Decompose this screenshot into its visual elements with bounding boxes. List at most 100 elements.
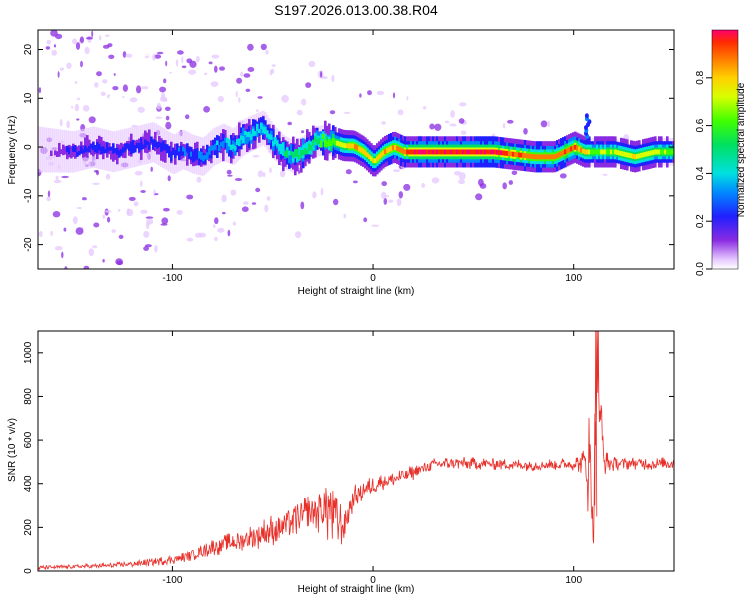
spectrogram-cell <box>337 108 340 112</box>
spectrogram-cell <box>72 146 75 152</box>
spectrogram-cell <box>209 93 213 99</box>
spectrogram-cell <box>118 144 121 153</box>
spectrogram-cell <box>271 64 276 67</box>
spectrogram-cell <box>162 141 165 148</box>
spectrogram-cell <box>614 149 617 155</box>
spectrogram-cell <box>301 98 307 106</box>
spectrogram-cell <box>165 121 172 130</box>
spectrogram-cell <box>182 148 185 156</box>
spectrogram-cell <box>188 151 191 159</box>
spectrogram-cell <box>552 154 555 160</box>
spectrogram-cell <box>266 130 269 138</box>
spectrogram-cell <box>42 127 45 173</box>
spectrogram-cell <box>456 149 459 155</box>
spectrogram-cell <box>106 142 109 152</box>
spectrogram-cell <box>251 202 257 205</box>
spectrogram-cell <box>48 127 51 173</box>
spectrogram-cell <box>107 43 113 48</box>
spectrogram-cell <box>292 153 295 158</box>
spectrogram-cell <box>507 119 514 124</box>
snr-xtick-label: 100 <box>565 575 582 586</box>
spectrogram-cell <box>654 149 657 155</box>
spectrogram-cell <box>600 149 603 155</box>
spectrogram-cell <box>476 149 479 155</box>
spectrogram-cell <box>356 145 359 151</box>
spectrogram-cell <box>256 123 259 131</box>
spectrogram-cell <box>475 193 483 201</box>
spectrogram-cell <box>458 172 466 181</box>
spectrogram-cell <box>374 158 377 164</box>
spectrogram-cell <box>214 176 219 179</box>
spectrogram-cell <box>112 86 119 91</box>
spectrogram-cell <box>424 149 427 155</box>
spectrogram-cell <box>278 143 281 152</box>
spectrogram-cell <box>656 149 659 155</box>
spectrogram-cell <box>142 144 145 150</box>
spectrogram-cell <box>72 38 78 45</box>
spectrogram-cell <box>140 209 148 214</box>
spectrogram-cell <box>426 149 429 155</box>
spectrogram-cell <box>236 139 239 146</box>
spectrogram-cell <box>542 154 545 160</box>
spectrogram-cell <box>598 149 601 155</box>
spectrogram-cell <box>181 65 187 69</box>
spectrogram-cell <box>590 149 593 155</box>
spectrogram-cell <box>523 128 528 135</box>
spectrogram-cell <box>602 149 605 155</box>
spectrogram-cell <box>412 149 415 155</box>
spectrogram-cell <box>580 147 583 153</box>
spectrogram-cell <box>386 148 389 153</box>
spectrogram-cell <box>255 156 264 164</box>
spectrogram-cell <box>50 230 53 237</box>
spectrogram-cell <box>122 203 126 211</box>
spectrogram-cell <box>562 150 565 156</box>
spectrogram-cell <box>644 151 647 157</box>
spectrogram-cell <box>612 149 615 155</box>
spectrogram-cell <box>284 151 287 157</box>
spectrogram-cell <box>320 187 324 196</box>
spectrogram-xtick-label: 0 <box>370 273 376 284</box>
spectrogram-cell <box>46 39 52 45</box>
spectrogram-cell <box>104 210 112 213</box>
spectrogram-cell <box>584 149 587 155</box>
spectrogram-cell <box>530 153 533 159</box>
spectrogram-cell <box>520 152 523 158</box>
spectrogram-cell <box>91 30 94 38</box>
spectrogram-cell <box>100 91 106 97</box>
spectrogram-cell <box>45 46 51 50</box>
spectrogram-cell <box>74 145 77 152</box>
spectrogram-cell <box>88 145 91 153</box>
spectrogram-cell <box>64 146 67 153</box>
colorbar: 0.0 0.2 0.4 0.6 0.8 Normalized spectral ampl… <box>695 29 747 276</box>
spectrogram-cell <box>388 199 394 203</box>
spectrogram-cell <box>198 152 201 166</box>
figure-title: S197.2026.013.00.38.R04 <box>274 2 438 18</box>
spectrogram-cell <box>502 182 508 190</box>
spectrogram-cell <box>140 190 146 193</box>
spectrogram-cell <box>322 134 325 140</box>
spectrogram-cell <box>281 94 289 103</box>
spectrogram-cell <box>298 154 301 160</box>
spectrogram-cell <box>371 224 380 227</box>
spectrogram-cell <box>511 170 518 176</box>
spectrogram-cell <box>122 84 128 92</box>
colorbar-tick-label: 0.4 <box>695 166 706 180</box>
spectrogram-cell <box>96 170 99 176</box>
spectrogram-cell <box>44 23 48 28</box>
spectrogram-cell <box>108 146 111 151</box>
spectrogram-cell <box>150 166 153 172</box>
spectrogram-cell <box>458 149 461 155</box>
spectrogram-cell <box>70 148 73 156</box>
spectrogram-cell <box>496 149 499 155</box>
spectrogram-cell <box>150 136 153 143</box>
spectrogram-cell <box>246 134 249 144</box>
spectrogram-cell <box>270 134 273 140</box>
spectrogram-cell <box>312 191 317 199</box>
spectrogram-cell <box>56 227 65 235</box>
spectrogram-cell <box>38 231 43 238</box>
spectrogram-cell <box>403 183 411 191</box>
spectrogram-cell <box>210 146 213 159</box>
spectrogram-cell <box>670 149 673 155</box>
spectrogram-cell <box>102 146 105 154</box>
spectrogram-cell <box>547 120 551 128</box>
